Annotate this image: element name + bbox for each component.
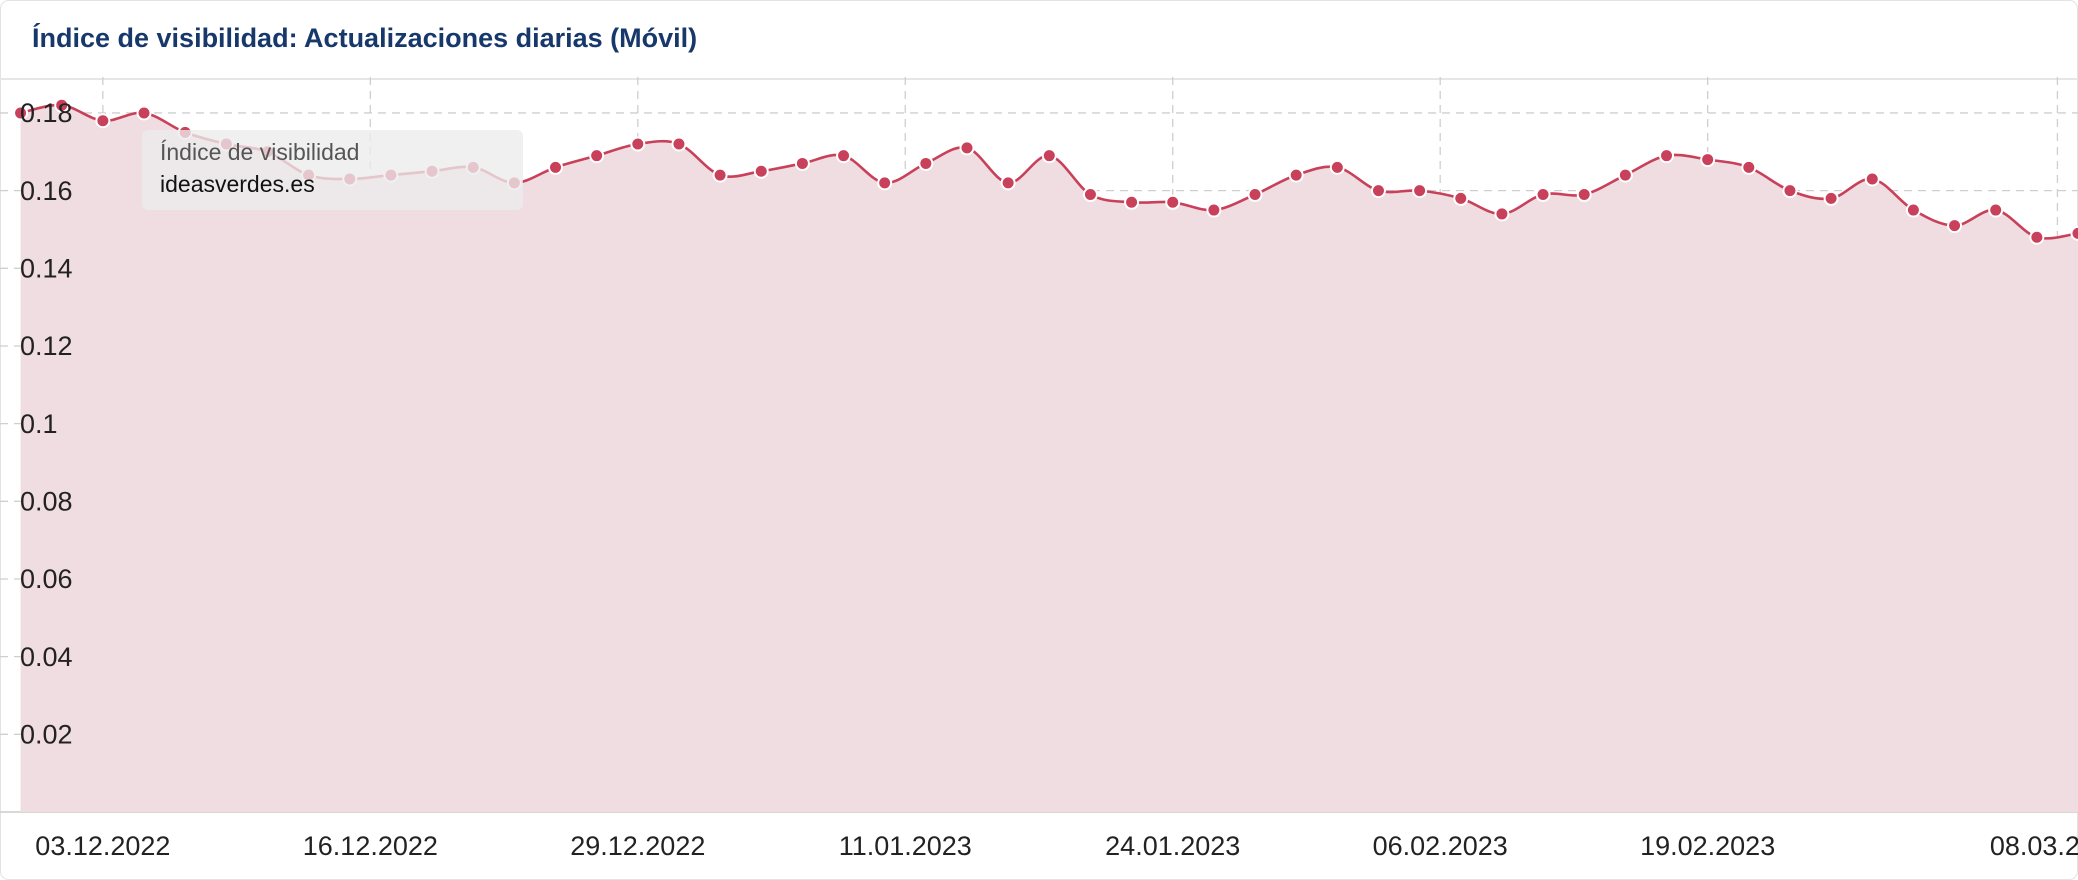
data-point xyxy=(1617,167,1633,183)
x-tick-label: 11.01.2023 xyxy=(839,831,972,861)
data-point xyxy=(589,148,605,164)
legend-entry: ideasverdes.es xyxy=(160,171,315,197)
data-point xyxy=(1329,159,1345,175)
data-point xyxy=(1370,183,1386,199)
data-point xyxy=(877,175,893,191)
data-point xyxy=(1165,194,1181,210)
data-point xyxy=(1864,171,1880,187)
x-tick-label: 08.03.2023 xyxy=(1990,831,2078,861)
data-point xyxy=(1082,187,1098,203)
y-tick-label: 0.12 xyxy=(20,331,73,361)
data-point xyxy=(548,159,564,175)
data-point xyxy=(1453,190,1469,206)
data-point xyxy=(1700,152,1716,168)
tooltip: Índice de visibilidad ideasverdes.es xyxy=(142,130,523,210)
tooltip-box xyxy=(142,130,523,210)
data-point xyxy=(671,136,687,152)
x-tick-label: 19.02.2023 xyxy=(1640,831,1775,861)
y-tick-label: 0.08 xyxy=(20,486,73,516)
x-tick-label: 29.12.2022 xyxy=(570,831,705,861)
data-point xyxy=(1659,148,1675,164)
data-point xyxy=(794,155,810,171)
data-point xyxy=(13,105,29,121)
data-point xyxy=(1741,159,1757,175)
data-point xyxy=(712,167,728,183)
tooltip-title: Índice de visibilidad xyxy=(160,139,359,165)
data-point xyxy=(1206,202,1222,218)
data-point xyxy=(2070,225,2078,241)
data-point xyxy=(1247,187,1263,203)
data-point xyxy=(2029,229,2045,245)
x-tick-label: 06.02.2023 xyxy=(1373,831,1508,861)
data-point xyxy=(136,105,152,121)
chart-title: Índice de visibilidad: Actualizaciones d… xyxy=(32,22,697,53)
area xyxy=(20,105,2078,812)
y-tick-label: 0.1 xyxy=(20,409,58,439)
data-point xyxy=(1823,190,1839,206)
data-point xyxy=(1288,167,1304,183)
y-tick-label: 0.04 xyxy=(20,642,73,672)
data-point xyxy=(1988,202,2004,218)
data-point xyxy=(95,113,111,129)
data-point xyxy=(1535,187,1551,203)
data-point xyxy=(1494,206,1510,222)
y-tick-label: 0.06 xyxy=(20,564,73,594)
data-point xyxy=(1124,194,1140,210)
y-tick-label: 0.18 xyxy=(20,98,73,128)
data-point xyxy=(753,163,769,179)
data-point xyxy=(1041,148,1057,164)
y-tick-label: 0.16 xyxy=(20,176,73,206)
data-point xyxy=(630,136,646,152)
data-point xyxy=(54,97,70,113)
data-point xyxy=(959,140,975,156)
data-point xyxy=(1905,202,1921,218)
x-tick-label: 24.01.2023 xyxy=(1105,831,1240,861)
data-point xyxy=(918,155,934,171)
data-point xyxy=(1412,183,1428,199)
data-point xyxy=(1576,187,1592,203)
data-point xyxy=(1000,175,1016,191)
y-tick-label: 0.14 xyxy=(20,253,73,283)
tick-labels: 0.02 0.04 0.06 0.08 0.1 0.12 0.14 0.16 0.18 03.12… xyxy=(20,98,2078,861)
x-tick-label: 16.12.2022 xyxy=(303,831,438,861)
data-point xyxy=(1947,218,1963,234)
y-tick-label: 0.02 xyxy=(20,719,73,749)
data-point xyxy=(1782,183,1798,199)
x-tick-label: 03.12.2022 xyxy=(35,831,170,861)
data-point xyxy=(836,148,852,164)
